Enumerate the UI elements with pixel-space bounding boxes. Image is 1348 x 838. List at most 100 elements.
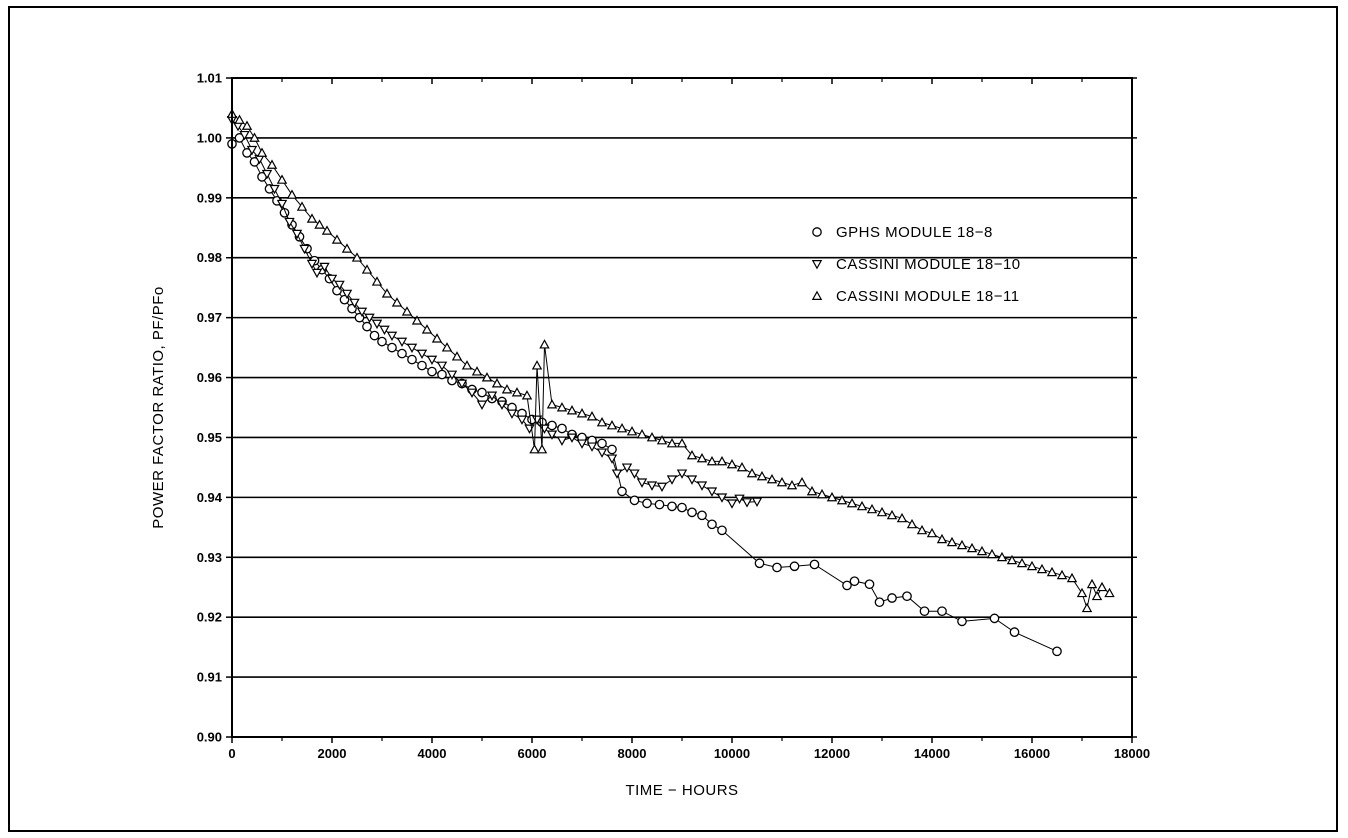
x-tick-label: 6000 [518,746,547,761]
grid-lines [232,137,1132,678]
data-point [511,387,523,397]
data-point [816,488,828,499]
data-point [616,423,628,433]
data-point [677,502,687,513]
data-point [611,469,623,479]
data-point [686,449,698,460]
data-point [586,411,598,421]
data-point [916,524,928,535]
data-point [926,527,938,538]
data-point [284,217,295,228]
y-tick-label: 0.98 [197,250,222,265]
y-tick-label: 0.93 [197,550,222,565]
data-point [416,349,428,360]
data-point [1091,590,1103,601]
data-point [706,487,718,497]
series-3 [226,108,1115,613]
data-point [411,315,423,325]
data-point [866,503,878,514]
data-point [607,444,617,455]
data-point [371,276,383,286]
data-point [296,201,308,211]
data-point [529,444,540,454]
data-point [286,189,298,199]
data-point [919,606,930,617]
data-point [666,475,678,485]
data-point [687,507,697,518]
data-point [676,469,688,479]
data-point [539,339,550,349]
data-point [349,298,360,309]
data-point [946,536,958,547]
data-point [1086,578,1098,589]
y-tick-label: 1.00 [197,130,222,145]
data-point [1052,646,1062,657]
data-point [451,351,463,361]
data-point [966,542,978,553]
data-point [576,408,588,418]
data-point [427,366,437,377]
data-point [667,501,677,512]
data-point [1046,566,1058,577]
y-tick-label: 0.99 [197,190,222,205]
data-point [766,473,778,484]
data-point [741,498,753,508]
data-point [241,120,253,130]
data-series [226,108,1115,657]
data-point [441,342,453,352]
data-point [436,361,448,371]
data-point [407,354,417,365]
data-point [556,402,568,412]
data-point [629,469,640,479]
x-axis-title: TIME − HOURS [625,782,738,799]
y-axis-title: POWER FACTOR RATIO, PF/PFo [150,286,167,528]
data-point [726,499,738,509]
data-point [646,481,658,491]
data-point [1026,560,1038,571]
data-point [736,461,748,472]
data-point [666,438,678,448]
x-tick-label: 16000 [1014,746,1050,761]
data-point [506,409,518,419]
legend-label: CASSINI MODULE 18−10 [836,256,1021,273]
data-point [341,243,353,253]
data-point [776,476,788,487]
data-point [996,551,1008,562]
x-tick-labels: 0 2000 4000 6000 8000 10000 12000 14000 16000 180… [228,746,1150,761]
legend-label: CASSINI MODULE 18−11 [836,288,1020,305]
data-point [521,390,533,400]
data-point [516,415,528,425]
data-point [606,454,618,464]
x-tick-label: 2000 [318,746,347,761]
data-point [856,500,868,511]
data-point [256,147,268,157]
data-point [876,506,888,517]
data-point [334,280,345,291]
data-point [864,579,875,590]
data-point [606,420,618,430]
data-point [319,262,330,273]
data-point [531,360,543,370]
data-point [477,387,487,398]
data-point [1036,563,1048,574]
data-point [299,244,310,255]
data-point [751,497,763,507]
y-tick-label: 0.92 [197,610,222,625]
data-point [306,259,318,270]
data-point [636,478,648,488]
data-point [809,559,820,570]
data-point [754,558,765,569]
data-point [896,512,908,523]
data-point [696,481,708,491]
data-point [417,360,427,371]
plot-area [231,77,1133,738]
data-point [706,455,718,466]
y-tick-label: 0.91 [197,670,222,685]
data-point [426,355,438,366]
x-tick-label: 12000 [814,746,850,761]
data-point [597,438,607,449]
data-point [396,337,408,348]
data-point [361,264,373,274]
data-point [586,442,598,452]
data-point [772,562,782,573]
